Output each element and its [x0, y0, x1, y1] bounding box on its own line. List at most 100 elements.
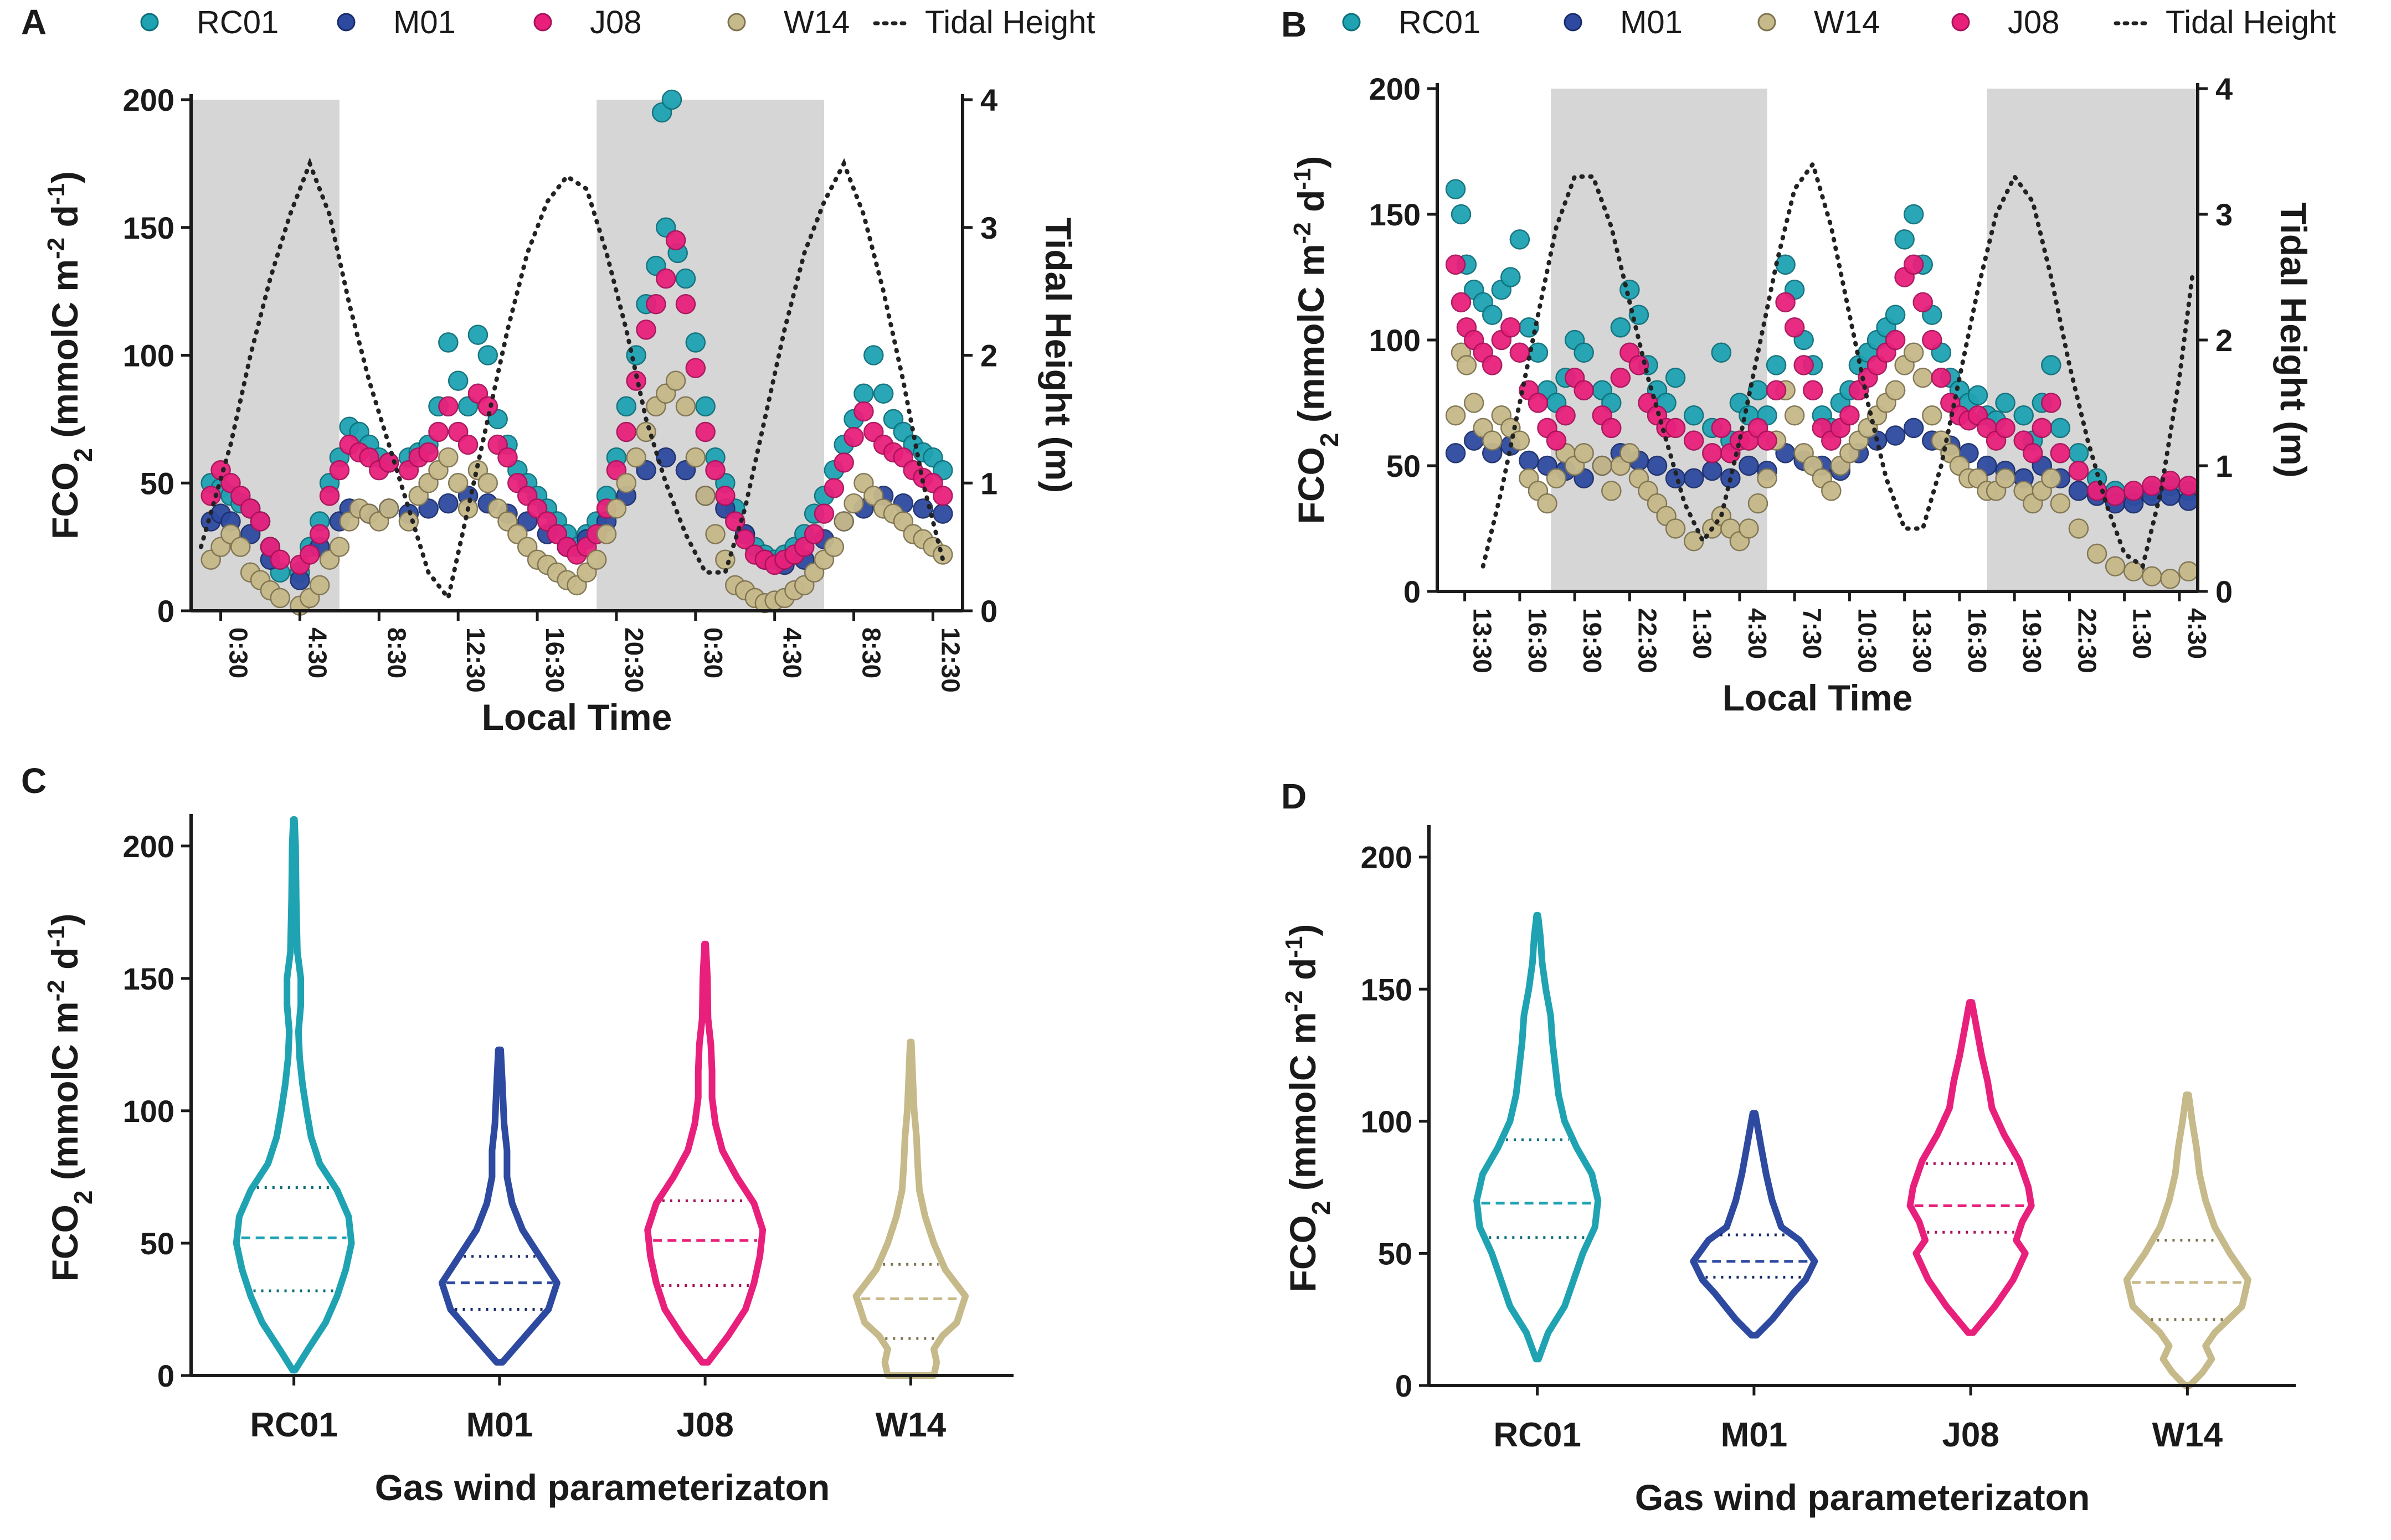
point-rc01 [1766, 355, 1787, 375]
y-tick-label: 200 [1361, 840, 1412, 875]
panel-letter-c: C [21, 761, 47, 801]
point-w14 [824, 537, 845, 557]
x-tick-label: 19:30 [1578, 608, 1607, 673]
point-j08 [1775, 292, 1796, 313]
category-label-m01: M01 [1721, 1416, 1788, 1454]
y-axis-title-part: ) [1290, 156, 1331, 168]
point-j08 [329, 460, 350, 481]
point-rc01 [685, 332, 706, 353]
x-tick-label: 4:30 [1743, 608, 1772, 659]
point-m01 [1445, 443, 1466, 463]
x-tick-label: 12:30 [936, 627, 965, 693]
x-axis-title: Local Time [482, 697, 672, 738]
point-j08 [250, 511, 271, 532]
point-w14 [378, 498, 399, 519]
point-rc01 [438, 332, 459, 353]
x-tick-label: 7:30 [1798, 608, 1827, 659]
category-label-m01: M01 [466, 1406, 533, 1444]
point-rc01 [2041, 355, 2061, 375]
point-w14 [270, 588, 290, 609]
point-j08 [497, 447, 518, 468]
y-axis-title: FCO2 (mmolC m-2 d-1) [1289, 156, 1344, 524]
y-tick-label: 0 [157, 1358, 174, 1393]
tidal-height-line [198, 157, 945, 604]
point-j08 [438, 396, 459, 417]
legend-label-m01: M01 [1620, 4, 1683, 40]
point-rc01 [1445, 179, 1466, 199]
point-w14 [2123, 561, 2144, 581]
x-tick-label: 8:30 [857, 627, 886, 678]
point-m01 [2068, 481, 2089, 501]
y2-tick-label: 0 [2215, 574, 2233, 609]
point-w14 [685, 447, 706, 468]
point-m01 [1647, 455, 1668, 476]
legend-label-j08: J08 [2008, 4, 2060, 40]
legend-marker-m01 [337, 13, 356, 32]
category-label-j08: J08 [676, 1406, 733, 1444]
point-w14 [665, 370, 686, 391]
point-j08 [309, 524, 330, 544]
point-w14 [1619, 443, 1640, 463]
point-w14 [1456, 355, 1477, 375]
point-m01 [1519, 450, 1539, 471]
point-j08 [1546, 430, 1567, 451]
y-axis-title-part: 2 [1315, 433, 1344, 447]
point-rc01 [1482, 305, 1503, 325]
panel-letter-d: D [1281, 776, 1307, 816]
category-label-j08: J08 [1942, 1416, 1999, 1454]
y-tick-label: 0 [1403, 574, 1421, 609]
point-m01 [1702, 460, 1722, 481]
point-j08 [2041, 393, 2061, 413]
y-axis-title-part: (mmolC m [44, 259, 85, 448]
y2-tick-label: 1 [2215, 449, 2233, 483]
point-j08 [1784, 317, 1805, 338]
x-tick-label: 22:30 [2073, 608, 2101, 673]
point-j08 [804, 524, 825, 544]
point-rc01 [675, 268, 696, 289]
point-rc01 [1528, 342, 1549, 363]
point-w14 [1903, 342, 1924, 363]
x-tick-label: 22:30 [1633, 608, 1662, 673]
point-w14 [438, 447, 459, 468]
point-j08 [814, 503, 835, 524]
point-j08 [695, 421, 716, 442]
point-j08 [1702, 443, 1722, 463]
point-j08 [418, 442, 439, 463]
point-j08 [1555, 405, 1576, 426]
point-w14 [1592, 455, 1613, 476]
point-rc01 [2068, 443, 2089, 463]
y-axis-title-part: ) [1282, 924, 1323, 936]
point-rc01 [863, 345, 884, 365]
legend-marker-w14 [1757, 13, 1776, 32]
point-w14 [1885, 380, 1906, 401]
point-j08 [2123, 481, 2144, 501]
violin-rc01 [1473, 911, 1602, 1363]
point-w14 [933, 544, 953, 565]
y-axis-title-part: d [1290, 190, 1331, 223]
point-w14 [1574, 443, 1594, 463]
point-rc01 [1665, 367, 1686, 388]
point-j08 [1509, 342, 1530, 363]
y-tick-label: 200 [1369, 71, 1421, 106]
point-w14 [1912, 367, 1933, 388]
point-j08 [2068, 460, 2089, 481]
point-rc01 [1500, 267, 1521, 287]
point-j08 [1451, 292, 1472, 313]
y-axis-title-part: -2 [43, 980, 70, 1001]
point-j08 [2032, 418, 2053, 439]
point-rc01 [1711, 342, 1732, 363]
legend-label-m01: M01 [393, 4, 456, 40]
panel-d-violin-chart: RC01 M01 J08 W14 0 50 100 150 200 Gas wind parame… [1281, 825, 2296, 1518]
point-m01 [1903, 418, 1924, 439]
point-j08 [1665, 418, 1686, 439]
point-rc01 [661, 89, 682, 110]
y-axis-title-part: 2 [69, 1191, 97, 1205]
point-j08 [1995, 418, 2015, 439]
point-j08 [319, 486, 340, 506]
y-tick-label: 50 [1386, 449, 1421, 483]
point-j08 [1912, 292, 1933, 313]
y-axis-title-part: d [44, 205, 85, 238]
point-rc01 [2013, 405, 2034, 426]
panel-letter-a: A [21, 2, 47, 42]
